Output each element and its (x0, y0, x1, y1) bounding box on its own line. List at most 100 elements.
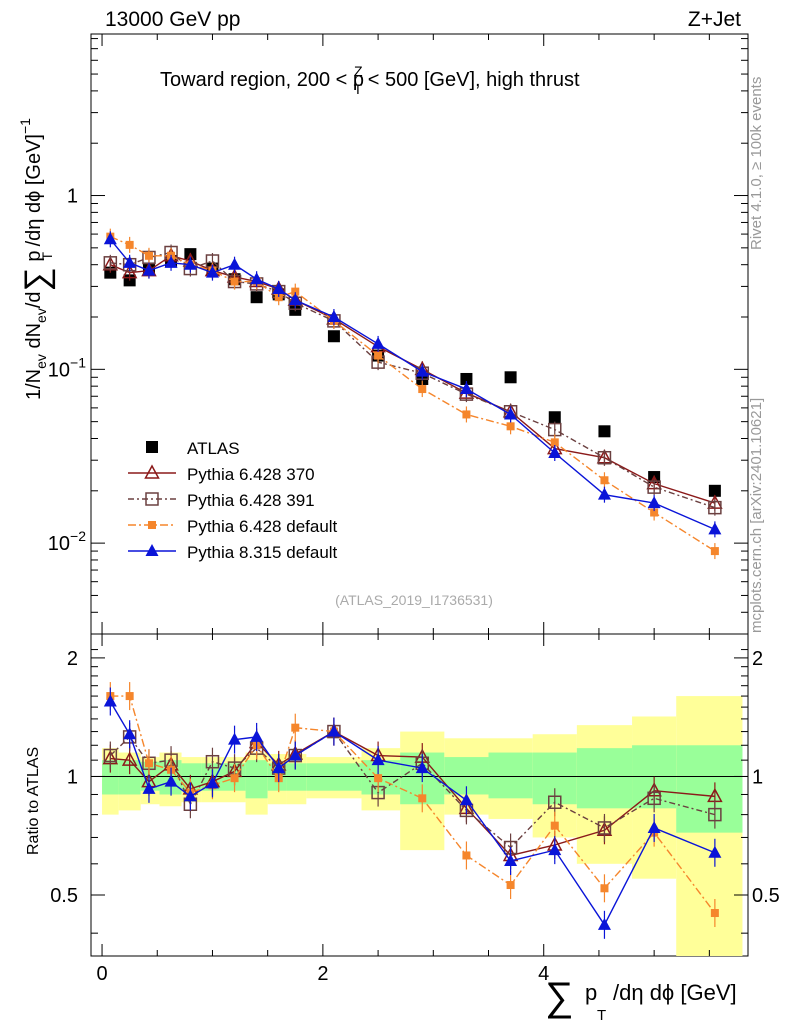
data-point (548, 795, 562, 809)
green-band (245, 760, 268, 799)
data-point (548, 446, 562, 459)
legend: ATLAS Pythia 6.428 370 Pythia 6.428 391 Pyt… (128, 439, 338, 562)
process-label: Z+Jet (688, 8, 741, 31)
data-point (371, 753, 385, 766)
data-point (291, 723, 300, 732)
data-point (250, 272, 264, 285)
data-point (183, 257, 197, 270)
data-point (148, 521, 156, 529)
svg-text:1/Nev dNev/d∑ pT /dη dϕ [GeV]: 1/Nev dNev/d∑ pT /dη dϕ [GeV]−1 (17, 118, 56, 400)
data-point (600, 884, 609, 893)
legend-label: Pythia 6.428 default (187, 517, 338, 536)
data-point (415, 761, 429, 774)
data-point (250, 291, 263, 304)
data-point (230, 774, 239, 783)
y-tick-label: 10−2 (48, 528, 86, 555)
data-point (460, 372, 473, 385)
data-point (250, 729, 264, 742)
data-point (597, 821, 612, 835)
data-point (145, 492, 159, 506)
data-point (647, 791, 661, 806)
data-point (272, 761, 286, 774)
data-point (144, 464, 160, 479)
data-point (598, 425, 611, 438)
series-pythia-8-315-default (103, 231, 722, 538)
rivet-label: Rivet 4.1.0, ≥ 100k events (748, 77, 765, 250)
y-axis-label-top: 1/Nev dNev/d∑ pT /dη dϕ [GeV]−1 (17, 118, 56, 400)
data-point (418, 794, 427, 803)
data-point (230, 277, 239, 286)
data-point (327, 724, 341, 737)
data-point (550, 438, 559, 447)
data-point (125, 240, 134, 249)
data-point (103, 748, 118, 763)
data-point (647, 820, 661, 833)
legend-item: Pythia 6.428 default (128, 517, 338, 536)
series-layer (102, 228, 723, 560)
data-point (415, 364, 429, 377)
data-point (708, 484, 721, 497)
ratio-tick-label-right: 0.5 (752, 885, 780, 907)
data-point (291, 287, 300, 296)
data-point (504, 371, 517, 384)
data-point (504, 407, 518, 420)
green-band (576, 748, 633, 809)
ratio-plot-frame (90, 633, 749, 957)
data-point (418, 385, 427, 394)
ratio-tick-label-left: 0.5 (50, 885, 78, 907)
data-point (506, 881, 515, 890)
data-point (459, 382, 473, 395)
svg-text:∑: ∑ (545, 975, 574, 1019)
data-point (597, 487, 611, 500)
data-point (103, 232, 117, 245)
data-point (228, 732, 242, 745)
legend-item: ATLAS (146, 439, 240, 458)
x-axis-label: ∑ p T /dη dϕ [GeV] (545, 975, 737, 1024)
data-point (374, 774, 383, 783)
green-band (488, 752, 533, 799)
uncertainty-bands (91, 696, 748, 956)
legend-item: Pythia 6.428 370 (128, 464, 315, 484)
data-point (600, 476, 609, 485)
ratio-pythia-8-315-default (103, 687, 722, 939)
data-point (274, 293, 283, 302)
data-point (504, 853, 518, 866)
svg-text:T: T (597, 1007, 606, 1024)
data-point (462, 851, 471, 860)
data-point (142, 781, 156, 794)
data-point (374, 351, 383, 360)
data-point (506, 422, 515, 431)
data-point (103, 694, 117, 707)
data-point (650, 508, 659, 517)
data-point (708, 807, 722, 822)
data-point (710, 909, 719, 918)
data-point (144, 759, 153, 768)
data-point (164, 774, 178, 787)
data-point (462, 410, 471, 419)
y-tick-label: 1 (67, 186, 78, 208)
data-point (145, 544, 159, 556)
data-point (597, 450, 612, 465)
legend-label: ATLAS (187, 439, 240, 458)
axes: 0 2 4 1 10−1 10−2 2 2 1 1 0.5 0.5 (48, 34, 780, 985)
y-tick-label: 10−1 (48, 354, 86, 381)
svg-text:p: p (585, 980, 597, 1005)
series-atlas (104, 248, 721, 497)
data-point (710, 547, 719, 556)
x-tick-label: 2 (317, 963, 328, 985)
data-point (708, 522, 722, 535)
legend-label: Pythia 8.315 default (187, 543, 338, 562)
data-point (142, 263, 156, 276)
analysis-id: (ATLAS_2019_I1736531) (335, 592, 493, 608)
data-point (708, 500, 722, 515)
data-point (121, 751, 138, 766)
ratio-tick-label-left: 1 (67, 766, 78, 788)
svg-text:/dη dϕ [GeV]: /dη dϕ [GeV] (613, 980, 737, 1005)
series-line (109, 238, 716, 531)
data-point (164, 255, 178, 268)
data-point (144, 251, 153, 260)
energy-label: 13000 GeV pp (105, 8, 240, 31)
data-point (288, 293, 302, 306)
data-point (647, 496, 661, 509)
